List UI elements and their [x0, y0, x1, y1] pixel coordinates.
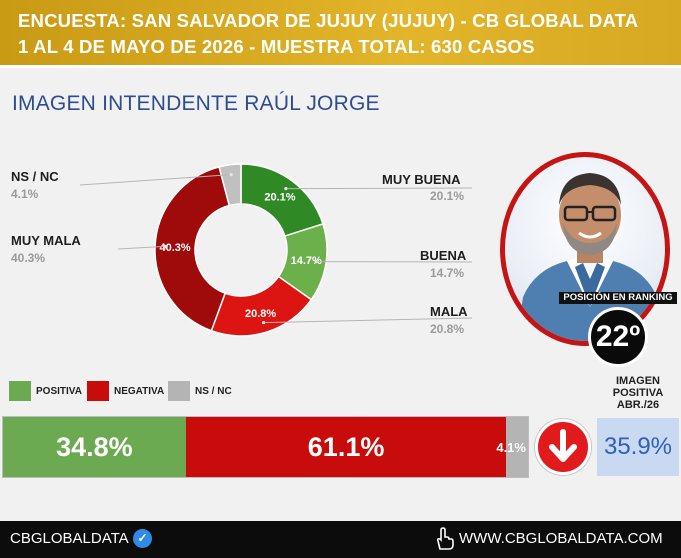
leader-line — [117, 245, 166, 250]
legend-swatch-negativa — [87, 381, 109, 401]
donut-slice-mala — [210, 275, 313, 337]
legend-label-positiva: POSITIVA — [36, 386, 82, 397]
legend-swatch-positiva — [9, 381, 31, 401]
leader-dot — [229, 173, 233, 177]
donut-slice-buena — [277, 222, 328, 301]
arrow-down-icon — [535, 419, 591, 475]
header-banner: ENCUESTA: SAN SALVADOR DE JUJUY (JUJUY) … — [0, 0, 681, 68]
ranking-label: POSICIÓN EN RANKING — [559, 292, 677, 304]
person-illustration — [516, 173, 664, 341]
pct-nsnc: 4.1% — [11, 187, 39, 201]
footer: CBGLOBALDATA ✓ WWW.CBGLOBALDATA.COM — [0, 521, 681, 558]
leader-dot — [261, 320, 266, 325]
previous-image-heading-2: POSITIVA — [612, 387, 664, 399]
verified-check-icon: ✓ — [133, 529, 152, 548]
previous-image-heading-3: ABR./26 — [616, 399, 660, 411]
previous-image-heading: IMAGEN POSITIVA ABR./26 — [598, 375, 678, 411]
previous-image-value: 35.9% — [597, 418, 679, 476]
pct-muy-buena: 20.1% — [430, 189, 465, 203]
donut-slice-muy-buena — [240, 163, 324, 238]
chart-title: IMAGEN INTENDENTE RAÚL JORGE — [12, 92, 380, 115]
footer-brand: CBGLOBALDATA — [10, 530, 129, 547]
label-mala: MALA — [430, 304, 468, 319]
label-muy-mala: MUY MALA — [11, 233, 81, 248]
donut-slice-muy-mala — [154, 165, 231, 332]
bar-segment-negativa: 61.1% — [185, 417, 507, 477]
survey-title: ENCUESTA: SAN SALVADOR DE JUJUY (JUJUY) … — [18, 10, 639, 31]
footer-url[interactable]: WWW.CBGLOBALDATA.COM — [459, 530, 663, 547]
donut-value-label: 14.7% — [291, 255, 322, 267]
pct-mala: 20.8% — [430, 322, 465, 336]
ranking-badge: 22º — [588, 307, 648, 367]
leader-dot — [314, 260, 318, 264]
label-nsnc: NS / NC — [11, 169, 59, 184]
leader-line — [79, 174, 232, 186]
leader-dot — [163, 244, 167, 249]
donut-value-label: 20.8% — [245, 308, 276, 320]
legend-swatch-nsnc — [168, 381, 190, 401]
pointer-hand-icon — [436, 527, 454, 550]
previous-image-heading-1: IMAGEN — [616, 375, 660, 387]
bar-segment-ns-nc: 4.1% — [496, 417, 528, 477]
legend-label-nsnc: NS / NC — [195, 386, 232, 397]
legend-label-negativa: NEGATIVA — [114, 386, 165, 397]
label-muy-buena: MUY BUENA — [382, 172, 461, 187]
pct-buena: 14.7% — [430, 266, 465, 280]
leader-dot — [284, 187, 288, 191]
portrait-photo — [500, 152, 670, 346]
bar-segment-positiva: 34.8% — [3, 417, 186, 477]
pct-muy-mala: 40.3% — [11, 251, 46, 265]
donut-slice-ns-nc — [218, 163, 242, 207]
stacked-bar: 34.8% 61.1% 4.1% — [2, 416, 529, 478]
donut-value-label: 40.3% — [159, 242, 190, 254]
donut-value-label: 20.1% — [264, 192, 295, 204]
survey-subtitle: 1 AL 4 DE MAYO DE 2026 - MUESTRA TOTAL: … — [18, 36, 535, 57]
label-buena: BUENA — [420, 248, 467, 263]
